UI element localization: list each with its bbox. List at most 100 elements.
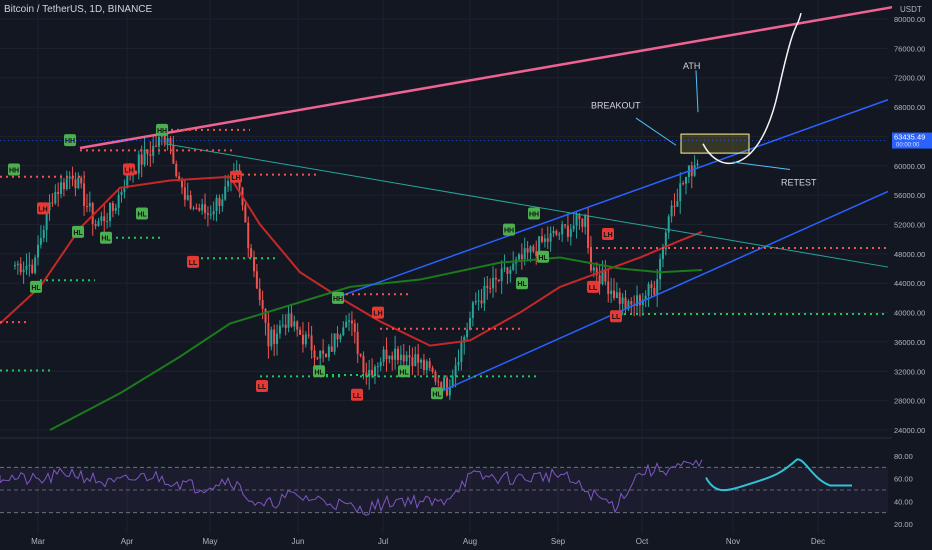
candle-body xyxy=(319,350,322,359)
month-label-may: May xyxy=(202,537,217,546)
candle-body xyxy=(434,371,437,382)
candle-body xyxy=(227,180,230,187)
candle-body xyxy=(425,361,428,370)
pivot-label-box xyxy=(610,310,622,323)
candle-body xyxy=(362,355,365,373)
candle-body xyxy=(342,327,345,336)
candle-body xyxy=(517,254,520,260)
candle-body xyxy=(310,335,313,351)
candle-body xyxy=(301,334,304,345)
price-tick-label: 80000.00 xyxy=(894,15,925,24)
candle-body xyxy=(16,263,19,266)
candle-body xyxy=(74,179,77,189)
candle-body xyxy=(431,367,434,372)
rsi-line xyxy=(0,459,703,516)
pivot-label-hh: HH xyxy=(157,128,167,135)
candle-body xyxy=(543,238,546,242)
upper-trendline xyxy=(79,0,932,150)
candle-body xyxy=(157,136,160,147)
candle-body xyxy=(443,377,446,391)
month-label-aug: Aug xyxy=(463,537,477,546)
pivot-label-lh: LH xyxy=(38,206,47,213)
pivot-label-box xyxy=(30,280,42,293)
candle-body xyxy=(209,214,212,216)
pivot-label-hl: HL xyxy=(432,391,442,398)
candle-body xyxy=(607,281,610,295)
candle-body xyxy=(94,224,97,227)
candle-body xyxy=(414,354,417,366)
pivot-label-box xyxy=(332,291,344,304)
candle-body xyxy=(471,302,474,318)
pivot-label-box xyxy=(123,163,135,176)
retest-zone-box xyxy=(680,133,750,154)
price-tick-label: 28000.00 xyxy=(894,397,925,406)
pivot-label-hl: HL xyxy=(137,211,147,218)
price-tick-label: 36000.00 xyxy=(894,338,925,347)
candle-body xyxy=(336,333,339,340)
candle-body xyxy=(653,288,656,295)
pivot-label-box xyxy=(136,207,148,220)
price-tick-label: 48000.00 xyxy=(894,250,925,259)
pivot-label-hl: HL xyxy=(101,236,111,243)
pivot-label-box xyxy=(156,123,168,136)
candle-body xyxy=(497,279,500,282)
projection-curve xyxy=(702,12,802,165)
candle-body xyxy=(327,346,330,358)
candle-body xyxy=(541,236,543,242)
candle-body xyxy=(143,149,146,165)
candle-body xyxy=(615,292,618,298)
candle-body xyxy=(339,335,342,340)
pivot-label-box xyxy=(37,202,49,215)
candle-body xyxy=(353,323,356,332)
candle-body xyxy=(140,154,143,165)
candle-body xyxy=(523,248,526,260)
pivot-label-hh: HH xyxy=(9,167,19,174)
candle-body xyxy=(365,372,368,377)
candle-body xyxy=(333,333,336,352)
candle-body xyxy=(106,221,109,223)
candle-body xyxy=(80,177,83,184)
candle-body xyxy=(313,350,316,358)
candle-body xyxy=(28,264,31,266)
candle-body xyxy=(111,203,114,211)
candle-body xyxy=(399,354,402,360)
candle-body xyxy=(85,206,88,208)
candle-body xyxy=(696,163,699,166)
candle-body xyxy=(454,365,457,377)
breakout-arrow xyxy=(635,117,677,146)
ma-red-line xyxy=(0,175,703,347)
candle-body xyxy=(192,207,195,209)
candle-body xyxy=(402,354,405,362)
candle-body xyxy=(376,366,379,368)
candle-body xyxy=(270,329,273,347)
pivot-label-hl: HL xyxy=(517,281,527,288)
candle-body xyxy=(25,265,28,270)
pivot-label-hl: HL xyxy=(73,230,83,237)
price-tick-label: 32000.00 xyxy=(894,367,925,376)
breakout-label: BREAKOUT xyxy=(591,101,641,111)
candle-body xyxy=(445,377,448,396)
candle-body xyxy=(676,201,679,207)
rsi-tick-label: 20.00 xyxy=(894,520,913,529)
candle-body xyxy=(422,359,425,370)
candle-body xyxy=(293,321,296,327)
candle-body xyxy=(618,292,621,304)
month-label-oct: Oct xyxy=(636,537,649,546)
candle-body xyxy=(114,207,117,211)
candle-body xyxy=(198,208,201,211)
candle-body xyxy=(549,233,552,242)
candle-body xyxy=(587,215,590,249)
candle-body xyxy=(71,176,74,180)
candle-body xyxy=(460,342,463,363)
candle-body xyxy=(264,309,267,323)
pivot-label-hl: HL xyxy=(399,369,409,376)
candle-body xyxy=(647,284,650,296)
candle-body xyxy=(189,195,192,209)
candle-body xyxy=(466,329,469,338)
candle-body xyxy=(261,299,264,310)
candle-body xyxy=(31,264,34,273)
candle-body xyxy=(682,183,685,185)
candle-body xyxy=(561,224,564,235)
